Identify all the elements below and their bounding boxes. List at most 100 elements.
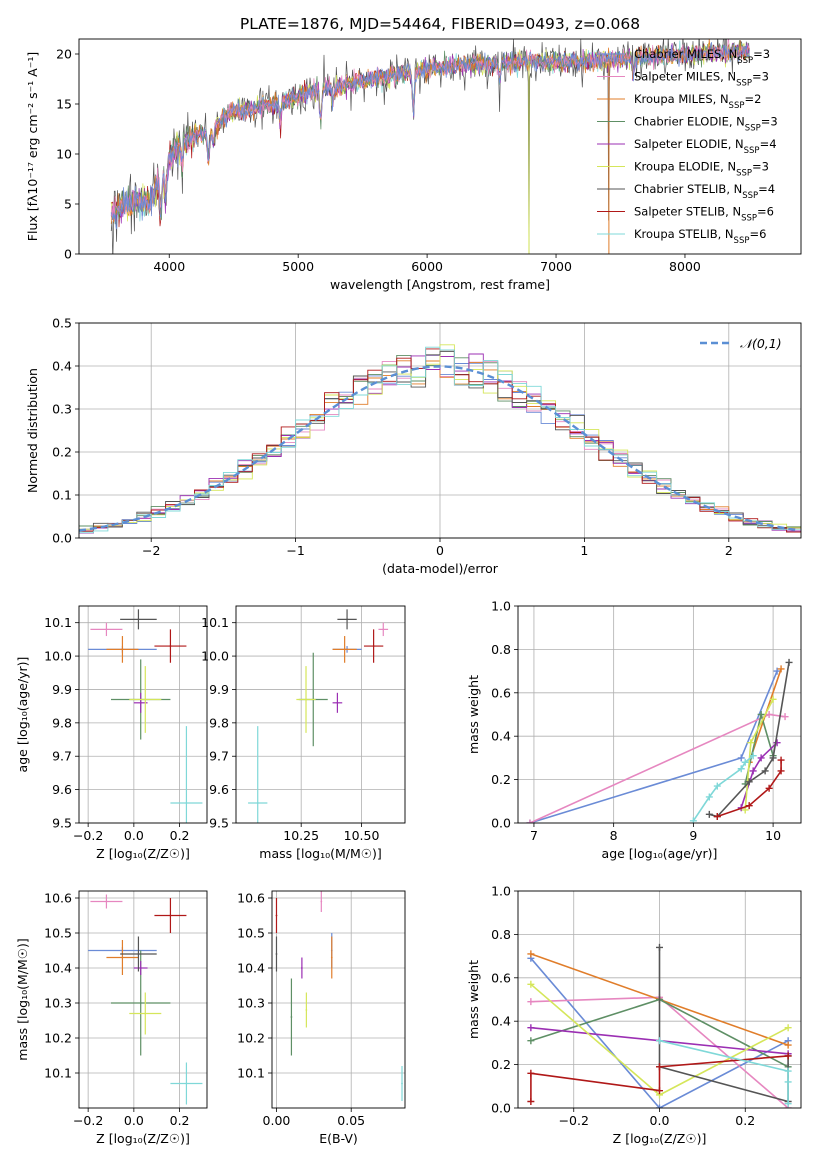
plus-marker xyxy=(527,1097,535,1105)
x-tick-label: 10.25 xyxy=(283,828,319,843)
series-line xyxy=(658,947,789,1103)
data-point xyxy=(372,645,375,647)
spectrum-panel: 4000 5000 6000 7000 8000 0 5 10 15 20 wavelength [… xyxy=(25,38,802,292)
data-point xyxy=(105,900,108,903)
y-tick-label: 10.2 xyxy=(44,1031,72,1046)
plus-marker xyxy=(656,1087,663,1095)
plus-marker xyxy=(784,1067,792,1075)
y-tick-label: 0.6 xyxy=(491,685,511,700)
spectrum-line-chabrier-miles xyxy=(110,42,750,230)
data-point xyxy=(139,1002,142,1004)
mass-weight-vs-age-panel: 7 8 9 10 0.0 0.2 0.4 0.6 0.8 1.0 age [log₁₀(age/yr… xyxy=(466,599,802,861)
plot-area xyxy=(88,894,203,1105)
x-axis-label: (data-model)/error xyxy=(382,561,499,576)
plus-marker xyxy=(656,1037,663,1045)
x-tick-label: −0.2 xyxy=(73,1113,103,1128)
plus-marker xyxy=(777,767,785,775)
series-line xyxy=(659,1039,789,1104)
x-tick-label: 0.05 xyxy=(337,1113,365,1128)
plus-marker xyxy=(527,1069,535,1077)
y-tick-label: 0.2 xyxy=(52,445,72,460)
x-axis-label: Z [log₁₀(Z/Z☉)] xyxy=(96,846,190,861)
y-axis-label: age [log₁₀(age/yr)] xyxy=(15,657,30,773)
data-point xyxy=(336,701,339,704)
series-line xyxy=(530,957,789,1108)
data-point xyxy=(346,618,348,621)
y-tick-label: 10 xyxy=(56,147,72,162)
plot-area xyxy=(527,943,792,1108)
axes-frame xyxy=(78,605,208,824)
data-point xyxy=(275,914,278,917)
y-tick-label: 10.5 xyxy=(237,926,265,941)
x-tick-label: 0.0 xyxy=(124,1113,144,1128)
legend-label: 𝒩(0,1) xyxy=(740,336,782,351)
data-point xyxy=(256,802,259,804)
plus-marker xyxy=(656,943,663,951)
y-tick-label: 0 xyxy=(64,247,72,262)
data-point xyxy=(330,956,333,959)
plus-marker xyxy=(765,711,773,718)
plus-marker xyxy=(527,980,535,988)
age-vs-mass-panel: 10.25 10.50 9.5 9.6 9.7 9.8 9.9 10.0 10.1 mass [l… xyxy=(201,605,406,861)
x-tick-label: 5000 xyxy=(282,259,314,274)
plus-marker xyxy=(689,817,697,823)
plus-marker xyxy=(705,810,713,818)
plus-marker xyxy=(527,950,535,958)
data-point xyxy=(169,645,172,647)
data-point xyxy=(105,628,108,631)
data-point xyxy=(144,698,147,701)
axes-frame xyxy=(235,605,406,824)
y-tick-label: 1.0 xyxy=(491,884,511,899)
x-tick-label: −0.2 xyxy=(559,1113,589,1128)
x-tick-label: 4000 xyxy=(153,259,185,274)
y-tick-label: 9.7 xyxy=(209,749,229,764)
data-point xyxy=(275,953,278,955)
data-point xyxy=(290,1016,293,1018)
y-tick-label: 10.1 xyxy=(44,615,72,630)
y-tick-label: 5 xyxy=(64,197,72,212)
data-point xyxy=(137,618,140,621)
y-tick-label: 0.8 xyxy=(491,642,511,657)
x-tick-label: 10 xyxy=(765,828,781,843)
y-tick-label: 10.2 xyxy=(237,1031,265,1046)
y-tick-label: 10.0 xyxy=(201,649,229,664)
data-point xyxy=(305,698,307,701)
legend-label: Salpeter MILES, NSSP=3 xyxy=(634,70,769,89)
legend-label: Kroupa MILES, NSSP=2 xyxy=(634,92,761,111)
data-point xyxy=(144,1012,147,1015)
y-tick-label: 0.0 xyxy=(52,531,72,546)
plus-marker xyxy=(737,765,745,773)
series-line xyxy=(529,670,778,823)
x-tick-label: 2 xyxy=(725,543,733,558)
x-axis-label: Z [log₁₀(Z/Z☉)] xyxy=(96,1131,190,1146)
legend-label: Chabrier STELIB, NSSP=4 xyxy=(634,182,775,201)
y-tick-label: 10.6 xyxy=(237,891,265,906)
legend-label: Chabrier ELODIE, NSSP=3 xyxy=(634,115,778,134)
plus-marker xyxy=(526,819,534,823)
plus-marker xyxy=(784,1024,792,1032)
data-point xyxy=(382,628,385,631)
data-point xyxy=(169,914,172,917)
plot-area xyxy=(248,609,389,823)
legend-label: Kroupa STELIB, NSSP=6 xyxy=(634,227,766,246)
plus-marker xyxy=(777,665,785,673)
y-tick-label: 9.6 xyxy=(52,782,72,797)
y-tick-label: 9.9 xyxy=(209,682,229,697)
data-point xyxy=(121,956,124,959)
data-point xyxy=(139,701,142,704)
histogram-chabrier-stelib xyxy=(79,351,801,533)
plus-marker xyxy=(749,752,757,760)
data-point xyxy=(139,967,142,969)
x-axis-label: mass [log₁₀(M/M☉)] xyxy=(259,846,381,861)
y-tick-label: 10.1 xyxy=(201,615,229,630)
axes-frame xyxy=(271,890,406,1109)
x-tick-label: 0.2 xyxy=(170,1113,190,1128)
y-axis-label: Flux [fλ10⁻¹⁷ erg cm⁻² s⁻¹ A⁻¹] xyxy=(25,52,40,241)
plus-marker xyxy=(784,1041,792,1049)
y-tick-label: 9.8 xyxy=(209,715,229,730)
legend-label: Chabrier MILES, NSSP=3 xyxy=(634,47,770,66)
mass-vs-extinction-panel: 0.00 0.05 10.1 10.2 10.3 10.4 10.5 10.6 E(B-V) xyxy=(237,890,406,1146)
y-tick-label: 20 xyxy=(56,47,72,62)
plot-area xyxy=(526,658,793,823)
plus-marker xyxy=(757,754,765,762)
